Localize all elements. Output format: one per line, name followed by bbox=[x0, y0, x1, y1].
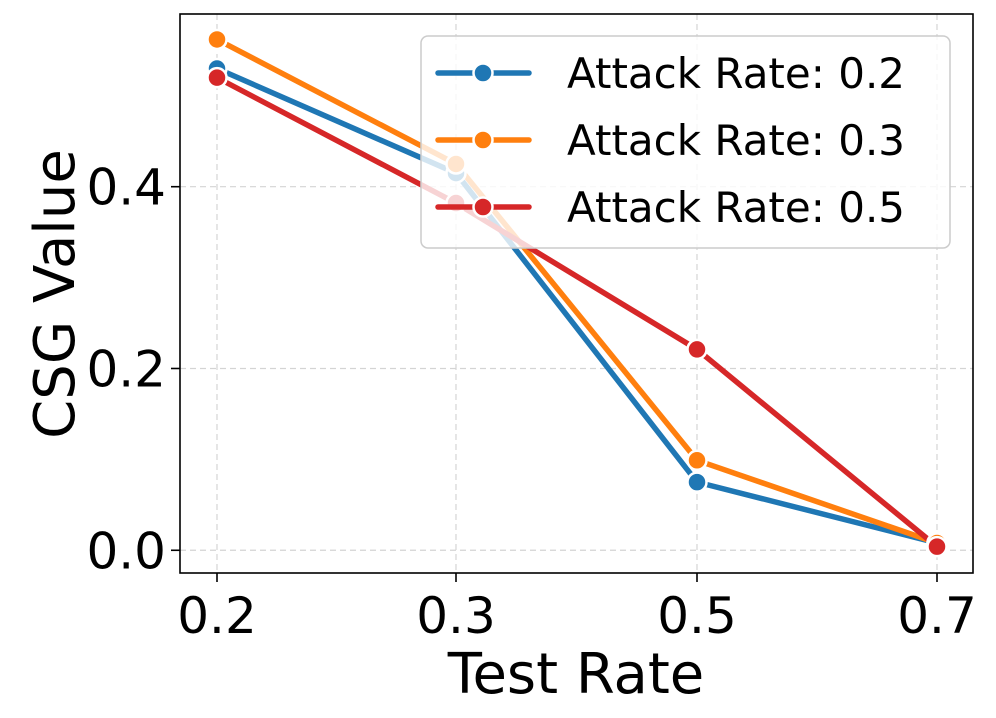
legend-marker-1 bbox=[472, 62, 494, 84]
legend-marker-2 bbox=[472, 129, 494, 151]
y-axis-label: CSG Value bbox=[23, 149, 88, 439]
x-tick-label: 0.2 bbox=[177, 587, 257, 645]
series-line-3 bbox=[214, 74, 940, 550]
legend-box bbox=[420, 35, 951, 249]
legend-label-2: Attack Rate: 0.3 bbox=[567, 116, 905, 165]
tick-layer: 0.2 0.3 0.5 0.70.00.20.4 bbox=[86, 159, 976, 645]
plot-frame bbox=[179, 13, 974, 574]
x-tick-label: 0.7 bbox=[897, 587, 977, 645]
x-axis-label: Test Rate bbox=[447, 642, 704, 707]
data-point-series-3 bbox=[926, 535, 948, 558]
x-tick-label: 0.5 bbox=[657, 587, 737, 645]
series-line-2 bbox=[214, 36, 940, 546]
legend-label-3: Attack Rate: 0.5 bbox=[567, 183, 905, 232]
y-tick-label: 0.0 bbox=[86, 522, 166, 580]
series-line-1 bbox=[214, 65, 940, 546]
data-point-series-2 bbox=[206, 28, 228, 51]
data-point-series-2 bbox=[686, 449, 708, 472]
data-point-series-3 bbox=[206, 66, 228, 89]
legend-label-1: Attack Rate: 0.2 bbox=[567, 49, 905, 98]
data-point-series-3 bbox=[686, 338, 708, 361]
x-tick-label: 0.3 bbox=[416, 587, 496, 645]
legend: Attack Rate: 0.2 Attack Rate: 0.3 Attack R… bbox=[420, 35, 951, 249]
y-tick-label: 0.2 bbox=[86, 340, 166, 398]
legend-marker-3 bbox=[472, 196, 494, 218]
y-tick-label: 0.4 bbox=[86, 159, 166, 217]
data-point-series-1 bbox=[686, 471, 708, 493]
